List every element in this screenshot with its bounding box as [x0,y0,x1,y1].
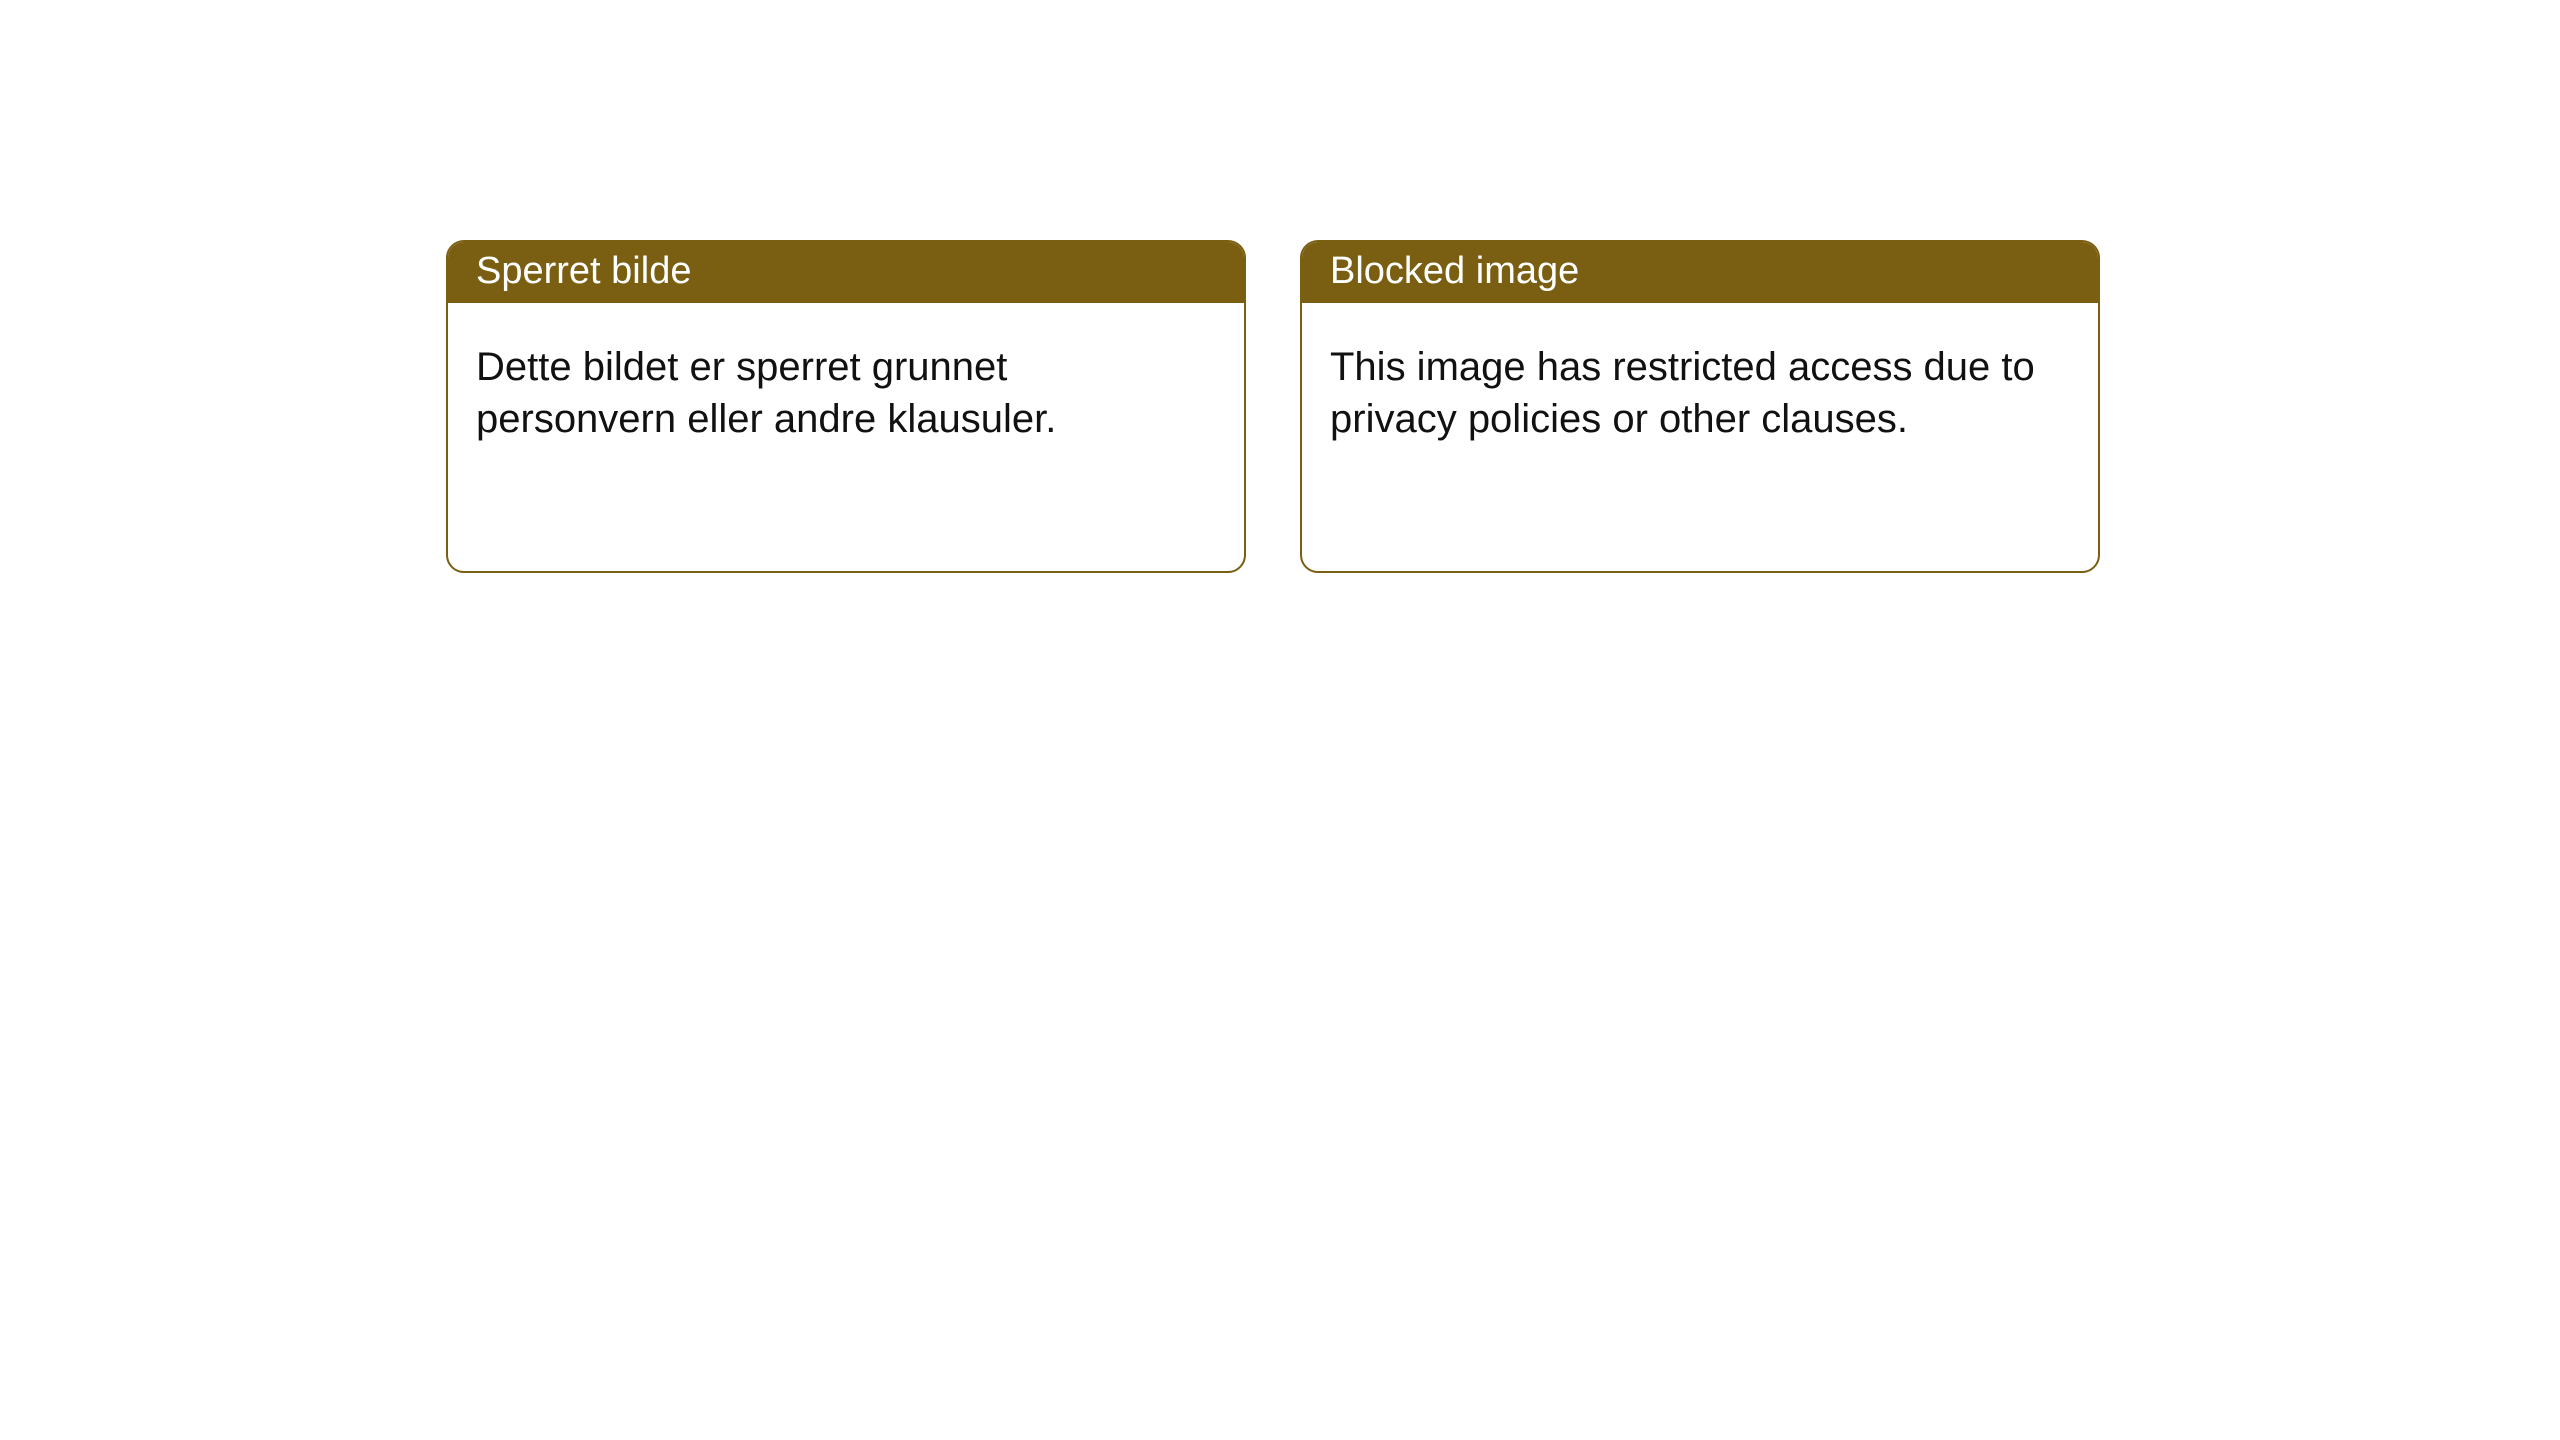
notice-body-english: This image has restricted access due to … [1302,303,2098,473]
notice-card-english: Blocked image This image has restricted … [1300,240,2100,573]
notice-card-norwegian: Sperret bilde Dette bildet er sperret gr… [446,240,1246,573]
notice-container: Sperret bilde Dette bildet er sperret gr… [0,0,2560,573]
notice-header-norwegian: Sperret bilde [448,242,1244,303]
notice-header-english: Blocked image [1302,242,2098,303]
notice-body-norwegian: Dette bildet er sperret grunnet personve… [448,303,1244,473]
